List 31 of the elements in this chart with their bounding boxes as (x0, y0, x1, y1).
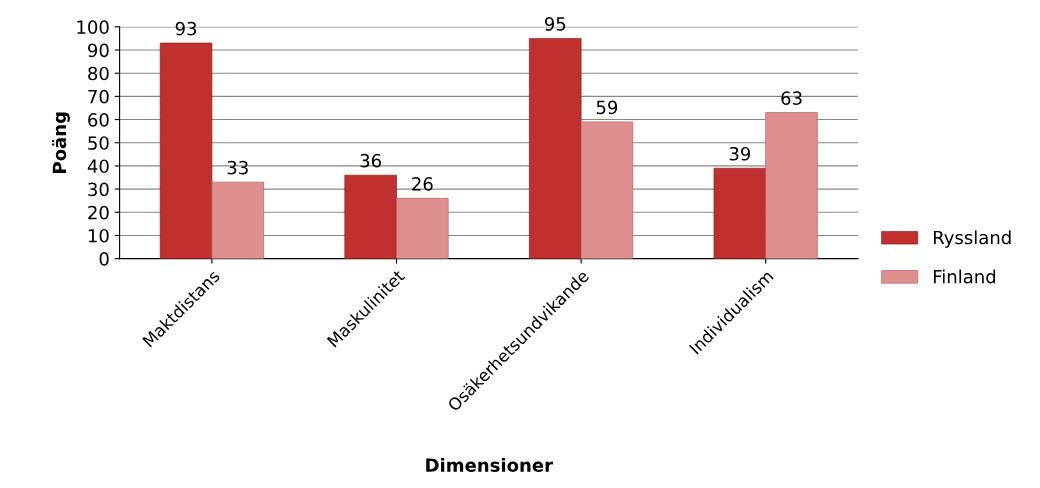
y-tick-label: 30 (88, 182, 109, 197)
y-tick-label: 80 (88, 66, 109, 81)
bar (713, 167, 767, 259)
data-label: 33 (227, 160, 248, 175)
data-label: 36 (360, 153, 382, 168)
bar (580, 121, 634, 259)
y-tick-label: 10 (88, 228, 109, 243)
data-label: 93 (175, 21, 197, 36)
y-tick-label: 20 (88, 205, 109, 220)
data-label: 26 (412, 177, 433, 191)
data-label: 95 (544, 17, 566, 31)
x-axis-title: Dimensioner (426, 457, 553, 472)
y-tick-label: 60 (88, 113, 109, 127)
bar (344, 174, 397, 259)
legend-label: Finland (933, 269, 996, 284)
bar (396, 198, 449, 259)
y-tick-label: 100 (77, 20, 109, 34)
y-tick-label: 0 (99, 252, 109, 266)
legend-label: Ryssland (933, 230, 1011, 248)
y-tick-label: 70 (88, 89, 109, 104)
y-tick-label: 50 (88, 136, 109, 150)
data-label: 39 (729, 146, 751, 161)
bar (765, 112, 818, 259)
bar (211, 181, 264, 259)
data-label: 59 (596, 100, 618, 115)
y-tick-label: 90 (88, 43, 109, 58)
data-label: 63 (781, 91, 802, 105)
bar (529, 38, 582, 259)
y-axis-title: Poäng (51, 112, 70, 173)
y-tick-label: 40 (87, 159, 109, 174)
bar (159, 42, 213, 259)
